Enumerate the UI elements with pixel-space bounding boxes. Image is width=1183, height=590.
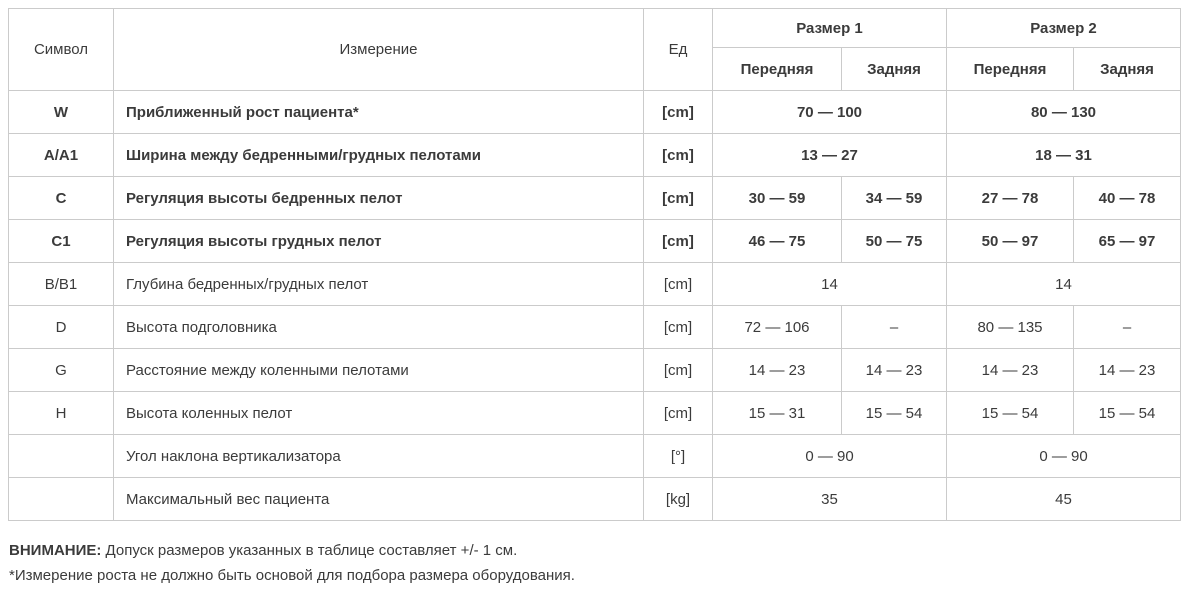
unit-cell: [cm] <box>643 348 713 392</box>
column-header-size2: Размер 2 <box>946 8 1181 48</box>
measurement-cell: Угол наклона вертикализатора <box>113 434 644 478</box>
symbol-cell: H <box>8 391 114 435</box>
value-cell-size2: 14 <box>946 262 1181 306</box>
table-row-a-a1: A/A1 Ширина между бедренными/грудных пел… <box>8 133 1181 177</box>
warning-label: ВНИМАНИЕ: <box>9 542 102 559</box>
symbol-cell: D <box>8 305 114 349</box>
column-header-size1: Размер 1 <box>712 8 947 48</box>
unit-cell: [kg] <box>643 477 713 521</box>
column-header-symbol: Символ <box>8 8 114 91</box>
value-cell-size1-front: 72 — 106 <box>712 305 842 349</box>
warning-text: Допуск размеров указанных в таблице сост… <box>101 542 518 559</box>
value-cell-size1: 13 — 27 <box>712 133 947 177</box>
table-row-d: D Высота подголовника [cm] 72 — 106 – 80… <box>8 305 1181 349</box>
value-cell-size2-front: 15 — 54 <box>946 391 1074 435</box>
value-cell-size1-back: 50 — 75 <box>841 219 947 263</box>
footnotes: ВНИМАНИЕ: Допуск размеров указанных в та… <box>8 538 1180 588</box>
value-cell-size1: 14 <box>712 262 947 306</box>
value-cell-size1-front: 14 — 23 <box>712 348 842 392</box>
value-cell-size1-back: 34 — 59 <box>841 176 947 220</box>
table-row-b-b1: B/B1 Глубина бедренных/грудных пелот [cm… <box>8 262 1181 306</box>
value-cell-size2: 18 — 31 <box>946 133 1181 177</box>
value-cell-size2-back: 65 — 97 <box>1073 219 1181 263</box>
symbol-cell <box>8 477 114 521</box>
column-header-size1-front: Передняя <box>712 47 842 91</box>
header-row-sub: Передняя Задняя Передняя Задняя <box>9 47 1181 91</box>
measurement-cell: Высота подголовника <box>113 305 644 349</box>
unit-cell: [°] <box>643 434 713 478</box>
symbol-cell: A/A1 <box>8 133 114 177</box>
measurement-cell: Регуляция высоты бедренных пелот <box>113 176 644 220</box>
value-cell-size1-front: 15 — 31 <box>712 391 842 435</box>
unit-cell: [cm] <box>643 262 713 306</box>
table-header: Символ Измерение Ед Размер 1 Размер 2 Пе… <box>8 8 1181 91</box>
symbol-cell: B/B1 <box>8 262 114 306</box>
value-cell-size1-back: 14 — 23 <box>841 348 947 392</box>
symbol-cell: W <box>8 90 114 134</box>
symbol-cell: C <box>8 176 114 220</box>
value-cell-size2-front: 14 — 23 <box>946 348 1074 392</box>
column-header-measurement: Измерение <box>113 8 644 91</box>
value-cell-size1: 0 — 90 <box>712 434 947 478</box>
table-row-g: G Расстояние между коленными пелотами [c… <box>8 348 1181 392</box>
value-cell-size1-back: – <box>841 305 947 349</box>
table-row-tilt-angle: Угол наклона вертикализатора [°] 0 — 90 … <box>8 434 1181 478</box>
value-cell-size1: 35 <box>712 477 947 521</box>
value-cell-size1-front: 30 — 59 <box>712 176 842 220</box>
table-row-max-weight: Максимальный вес пациента [kg] 35 45 <box>8 477 1181 521</box>
value-cell-size2: 0 — 90 <box>946 434 1181 478</box>
column-header-size1-back: Задняя <box>841 47 947 91</box>
table-row-c1: C1 Регуляция высоты грудных пелот [cm] 4… <box>8 219 1181 263</box>
symbol-cell: C1 <box>8 219 114 263</box>
measurement-cell: Глубина бедренных/грудных пелот <box>113 262 644 306</box>
value-cell-size2: 80 — 130 <box>946 90 1181 134</box>
measurement-cell: Высота коленных пелот <box>113 391 644 435</box>
value-cell-size2-back: 14 — 23 <box>1073 348 1181 392</box>
table-row-h: H Высота коленных пелот [cm] 15 — 31 15 … <box>8 391 1181 435</box>
dimensions-table: Символ Измерение Ед Размер 1 Размер 2 Пе… <box>8 8 1181 521</box>
unit-cell: [cm] <box>643 176 713 220</box>
table-body: W Приближенный рост пациента* [cm] 70 — … <box>8 90 1181 521</box>
unit-cell: [cm] <box>643 391 713 435</box>
value-cell-size2-front: 50 — 97 <box>946 219 1074 263</box>
header-row-top: Символ Измерение Ед Размер 1 Размер 2 <box>8 8 1181 91</box>
unit-cell: [cm] <box>643 305 713 349</box>
measurement-cell: Ширина между бедренными/грудных пелотами <box>113 133 644 177</box>
value-cell-size1-back: 15 — 54 <box>841 391 947 435</box>
column-header-size2-back: Задняя <box>1073 47 1181 91</box>
column-header-unit: Ед <box>643 8 713 91</box>
value-cell-size2-front: 27 — 78 <box>946 176 1074 220</box>
value-cell-size2-front: 80 — 135 <box>946 305 1074 349</box>
unit-cell: [cm] <box>643 133 713 177</box>
unit-cell: [cm] <box>643 90 713 134</box>
symbol-cell: G <box>8 348 114 392</box>
measurement-cell: Регуляция высоты грудных пелот <box>113 219 644 263</box>
value-cell-size1: 70 — 100 <box>712 90 947 134</box>
height-footnote: *Измерение роста не должно быть основой … <box>9 567 575 584</box>
measurement-cell: Расстояние между коленными пелотами <box>113 348 644 392</box>
measurement-cell: Приближенный рост пациента* <box>113 90 644 134</box>
value-cell-size1-front: 46 — 75 <box>712 219 842 263</box>
warning-note: ВНИМАНИЕ: Допуск размеров указанных в та… <box>9 538 1180 563</box>
symbol-cell <box>8 434 114 478</box>
value-cell-size2-back: 40 — 78 <box>1073 176 1181 220</box>
column-header-size2-front: Передняя <box>946 47 1074 91</box>
unit-cell: [cm] <box>643 219 713 263</box>
value-cell-size2: 45 <box>946 477 1181 521</box>
table-row-c: C Регуляция высоты бедренных пелот [cm] … <box>8 176 1181 220</box>
value-cell-size2-back: – <box>1073 305 1181 349</box>
measurement-cell: Максимальный вес пациента <box>113 477 644 521</box>
value-cell-size2-back: 15 — 54 <box>1073 391 1181 435</box>
table-row-w: W Приближенный рост пациента* [cm] 70 — … <box>8 90 1181 134</box>
